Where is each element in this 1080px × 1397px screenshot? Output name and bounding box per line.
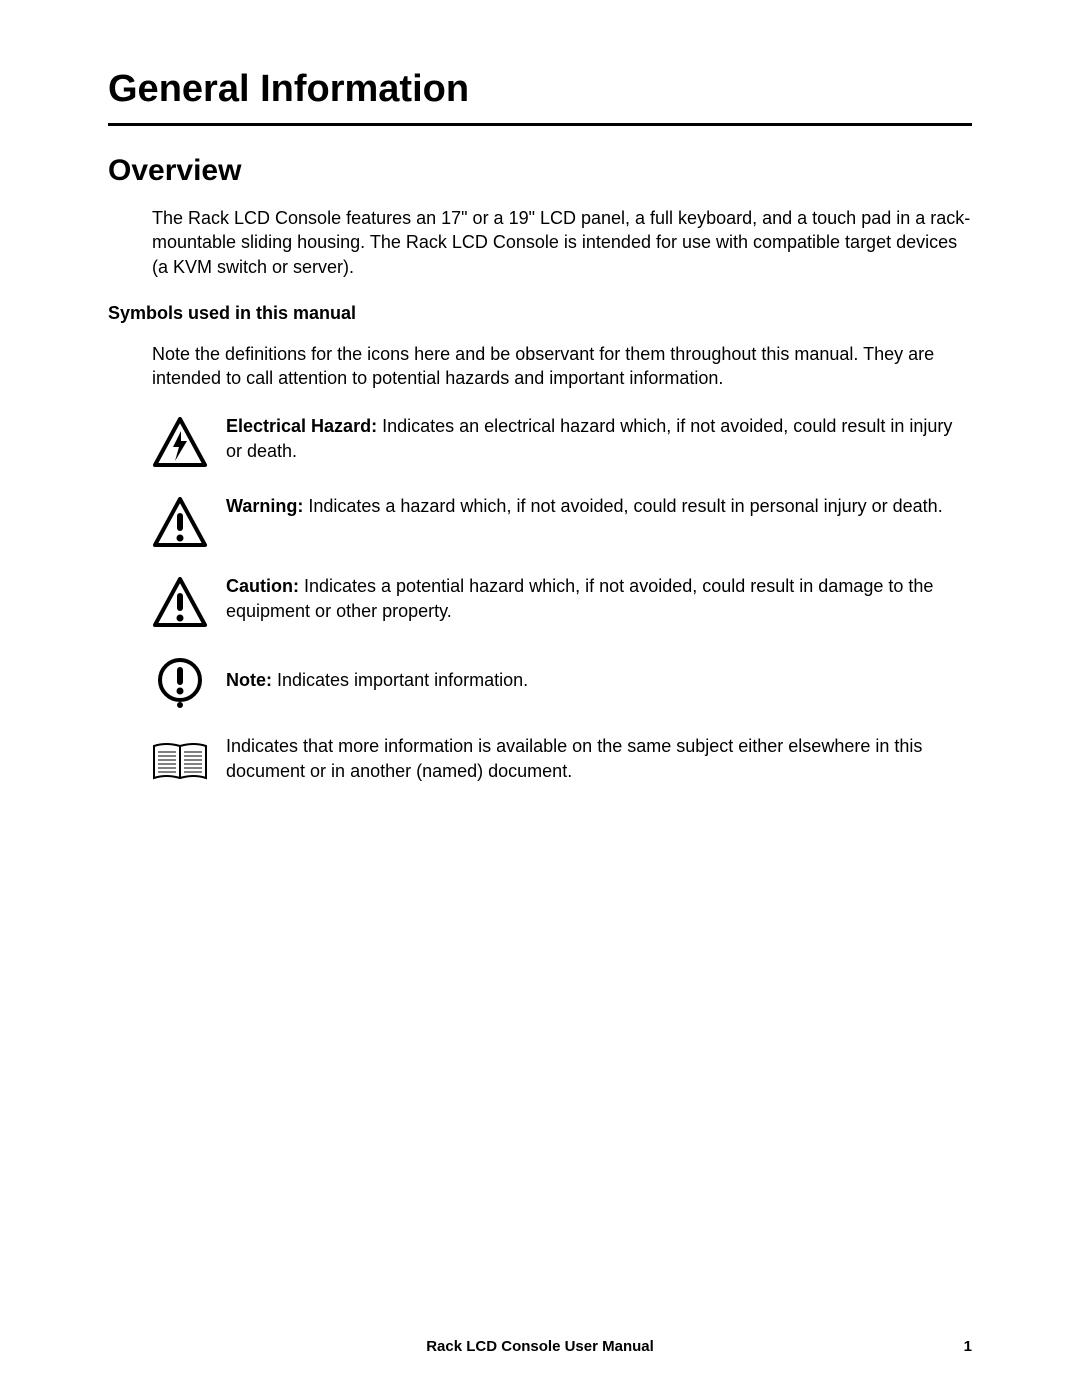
- symbol-desc: Indicates that more information is avail…: [226, 736, 922, 780]
- symbol-label: Note:: [226, 670, 272, 690]
- overview-paragraph: The Rack LCD Console features an 17" or …: [152, 206, 972, 279]
- symbols-intro: Note the definitions for the icons here …: [152, 342, 972, 391]
- caution-icon: [152, 574, 208, 630]
- chapter-title: General Information: [108, 68, 972, 126]
- symbol-text: Electrical Hazard: Indicates an electric…: [226, 414, 972, 463]
- symbol-text: Caution: Indicates a potential hazard wh…: [226, 574, 972, 623]
- subsection-title: Symbols used in this manual: [108, 303, 972, 324]
- book-icon: [152, 734, 208, 790]
- symbol-text: Indicates that more information is avail…: [226, 734, 972, 783]
- symbol-text: Note: Indicates important information.: [226, 654, 972, 692]
- footer-page-number: 1: [964, 1338, 972, 1355]
- electrical-hazard-icon: [152, 414, 208, 470]
- symbol-text: Warning: Indicates a hazard which, if no…: [226, 494, 972, 518]
- symbol-row-note: Note: Indicates important information.: [152, 654, 972, 710]
- symbol-row-book: Indicates that more information is avail…: [152, 734, 972, 790]
- footer-title: Rack LCD Console User Manual: [108, 1338, 972, 1355]
- symbol-label: Warning:: [226, 496, 303, 516]
- symbol-row-electrical: Electrical Hazard: Indicates an electric…: [152, 414, 972, 470]
- symbol-label: Caution:: [226, 576, 299, 596]
- symbol-desc: Indicates a hazard which, if not avoided…: [303, 496, 942, 516]
- section-title: Overview: [108, 154, 972, 188]
- symbol-desc: Indicates important information.: [272, 670, 528, 690]
- note-icon: [152, 654, 208, 710]
- symbol-row-caution: Caution: Indicates a potential hazard wh…: [152, 574, 972, 630]
- warning-icon: [152, 494, 208, 550]
- symbol-label: Electrical Hazard:: [226, 416, 377, 436]
- symbol-desc: Indicates a potential hazard which, if n…: [226, 576, 933, 620]
- symbol-row-warning: Warning: Indicates a hazard which, if no…: [152, 494, 972, 550]
- page-footer: Rack LCD Console User Manual 1: [108, 1338, 972, 1355]
